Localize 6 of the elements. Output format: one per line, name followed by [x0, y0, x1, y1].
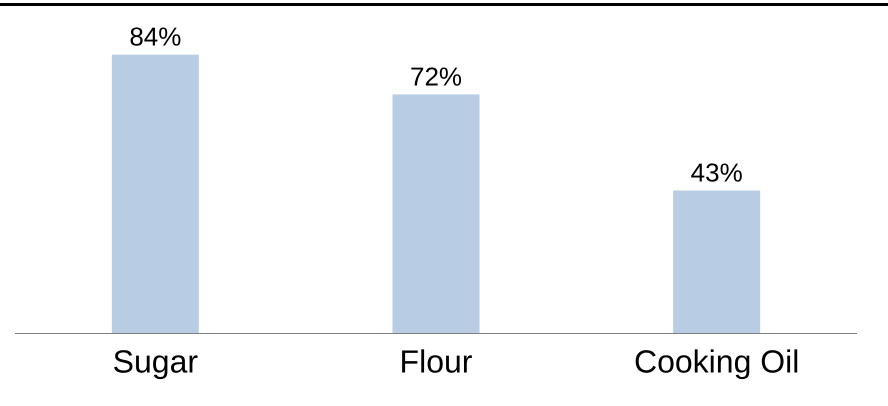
x-tick-label: Sugar — [112, 343, 198, 380]
x-tick-label: Flour — [400, 343, 473, 380]
x-tick-label: Cooking Oil — [634, 343, 800, 380]
data-label: 84% — [129, 22, 182, 52]
data-label: 43% — [690, 158, 743, 188]
data-label: 72% — [410, 61, 462, 92]
